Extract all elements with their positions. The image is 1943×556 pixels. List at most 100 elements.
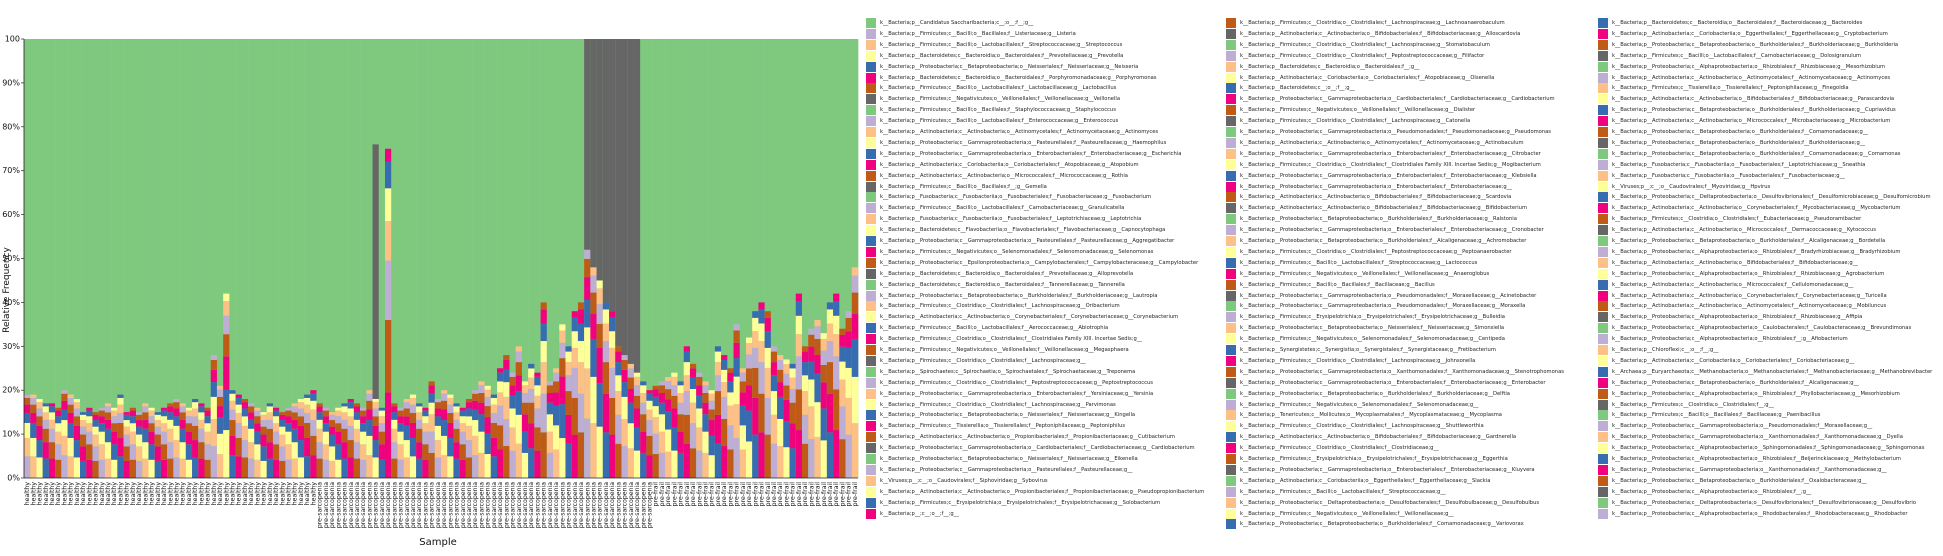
- bar-segment-dominant: [739, 39, 747, 478]
- bar-segment: [316, 419, 324, 429]
- bar-segment: [677, 452, 685, 478]
- legend-label: k__Bacteria;p__Firmicutes;c__Clostridia;…: [880, 336, 1142, 343]
- bar-segment: [652, 417, 660, 434]
- legend-label: k__Bacteria;p__Firmicutes;c__Bacilli;o__…: [1240, 281, 1435, 288]
- bar-segment: [310, 420, 317, 436]
- bar-segment: [154, 420, 162, 427]
- bar-segment: [521, 385, 529, 394]
- bar-segment-dominant: [92, 39, 99, 478]
- legend-item: k__Bacteria;p__Bacteroidetes;c__Bacteroi…: [866, 279, 1224, 290]
- bar-segment: [689, 363, 697, 369]
- bar-segment: [540, 432, 548, 478]
- legend-label: k__Bacteria;p__Actinobacteria;c__Corioba…: [1612, 30, 1888, 37]
- bar-segment: [335, 407, 342, 411]
- bar-segment: [254, 423, 261, 432]
- bar-segment: [322, 410, 330, 417]
- bar-segment: [422, 407, 429, 411]
- legend-item: k__Bacteria;p__Proteobacteria;c__Gammapr…: [1226, 464, 1584, 475]
- bar-segment: [845, 367, 853, 398]
- bar-segment: [739, 449, 747, 478]
- legend-item: k__Bacteria;p__Firmicutes;c__Clostridia;…: [1598, 214, 1943, 225]
- x-tick-label: pre-sarcopenia: [590, 482, 597, 528]
- bar-segment-dominant: [279, 39, 286, 478]
- bar-segment-dominant: [565, 39, 573, 478]
- bar-segment: [416, 458, 423, 478]
- sample-bar: [808, 39, 815, 478]
- bar-segment: [820, 365, 828, 383]
- bar-segment: [173, 440, 180, 458]
- legend-item: k__Bacteria;p__Proteobacteria;c__Betapro…: [866, 454, 1224, 464]
- legend-swatch: [1226, 181, 1236, 192]
- bar-segment: [658, 402, 666, 415]
- bar-segment: [441, 455, 448, 478]
- bar-segment: [565, 391, 573, 415]
- bar-segment-dominant: [272, 39, 280, 478]
- legend-item: k__Bacteria;p__Firmicutes;c__Bacilli;o__…: [866, 28, 1224, 39]
- bar-segment: [546, 414, 554, 432]
- bar-segment: [123, 426, 131, 435]
- bar-segment: [596, 280, 604, 289]
- legend-swatch: [1598, 486, 1608, 497]
- bar-segment: [136, 412, 143, 415]
- bar-segment: [795, 293, 803, 301]
- bar-segment: [758, 341, 765, 363]
- bar-segment: [223, 334, 230, 357]
- bar-segment: [839, 328, 846, 335]
- bar-segment: [795, 389, 803, 431]
- bar-segment: [416, 403, 423, 407]
- x-tick-label: healthy: [99, 482, 106, 506]
- bar-segment: [565, 443, 573, 478]
- bar-segment: [360, 410, 367, 417]
- bar-segment: [515, 414, 523, 444]
- legend-item: k__Bacteria;p__Proteobacteria;c__Alphapr…: [1598, 312, 1943, 323]
- x-tick-label: pre-frail: [808, 482, 815, 507]
- legend-label: k__Bacteria;p__Firmicutes;c__Clostridia;…: [1240, 357, 1476, 364]
- bar-segment: [652, 389, 660, 397]
- legend-item: k__Bacteria;p__Firmicutes;c__Negativicut…: [866, 94, 1224, 105]
- bar-segment: [335, 431, 342, 445]
- legend-label: k__Bacteria;p__Actinobacteria;c__Actinob…: [1240, 205, 1527, 212]
- bar-segment: [229, 435, 236, 456]
- bar-segment-dominant: [721, 39, 728, 478]
- sample-bar: [353, 39, 361, 478]
- bar-segment: [503, 446, 510, 478]
- bar-segment: [142, 458, 149, 478]
- legend-label: k__Bacteria;p__Proteobacteria;c__Betapro…: [880, 456, 1138, 462]
- bar-segment: [204, 416, 212, 424]
- sample-bar: [117, 39, 124, 478]
- bar-segment: [640, 452, 647, 478]
- sample-bar: [179, 39, 187, 478]
- x-tick-label: healthy: [223, 482, 230, 506]
- legend-label: k__Bacteria;p__Proteobacteria;c__Gammapr…: [880, 466, 1133, 473]
- bar-segment: [521, 414, 529, 432]
- x-tick-label: pre-sarcopenia: [354, 482, 361, 528]
- bar-segment: [422, 459, 429, 478]
- x-tick-label: pre-frail: [671, 482, 678, 507]
- x-tick-label: healthy: [173, 482, 180, 506]
- x-axis: healthy healthy healthy healthy healthy healt…: [24, 477, 859, 528]
- sample-bar: [154, 39, 162, 478]
- bar-segment: [652, 385, 660, 390]
- bar-segment: [416, 406, 423, 413]
- bar-segment: [677, 414, 685, 432]
- bar-segment: [167, 406, 174, 413]
- legend-swatch: [1226, 508, 1236, 519]
- sample-bar: [416, 39, 423, 478]
- sample-bar: [565, 39, 573, 478]
- bar-segment: [478, 402, 485, 415]
- bar-segment: [397, 459, 404, 478]
- bar-segment: [403, 425, 411, 441]
- bar-segment-dark: [602, 39, 610, 303]
- bar-segment-dominant: [571, 39, 579, 478]
- bar-segment: [801, 414, 809, 444]
- x-tick-label: pre-sarcopenia: [416, 482, 423, 528]
- bar-segment: [30, 456, 37, 478]
- bar-segment: [403, 457, 411, 478]
- bar-segment: [328, 446, 336, 461]
- sample-bar: [696, 39, 703, 478]
- sample-bar: [160, 39, 168, 478]
- legend-label: k__Bacteria;p__Proteobacteria;c__Gammapr…: [1240, 368, 1564, 375]
- bar-segment: [136, 460, 143, 478]
- bar-segment: [447, 437, 454, 457]
- bar-segment-dominant: [30, 39, 37, 478]
